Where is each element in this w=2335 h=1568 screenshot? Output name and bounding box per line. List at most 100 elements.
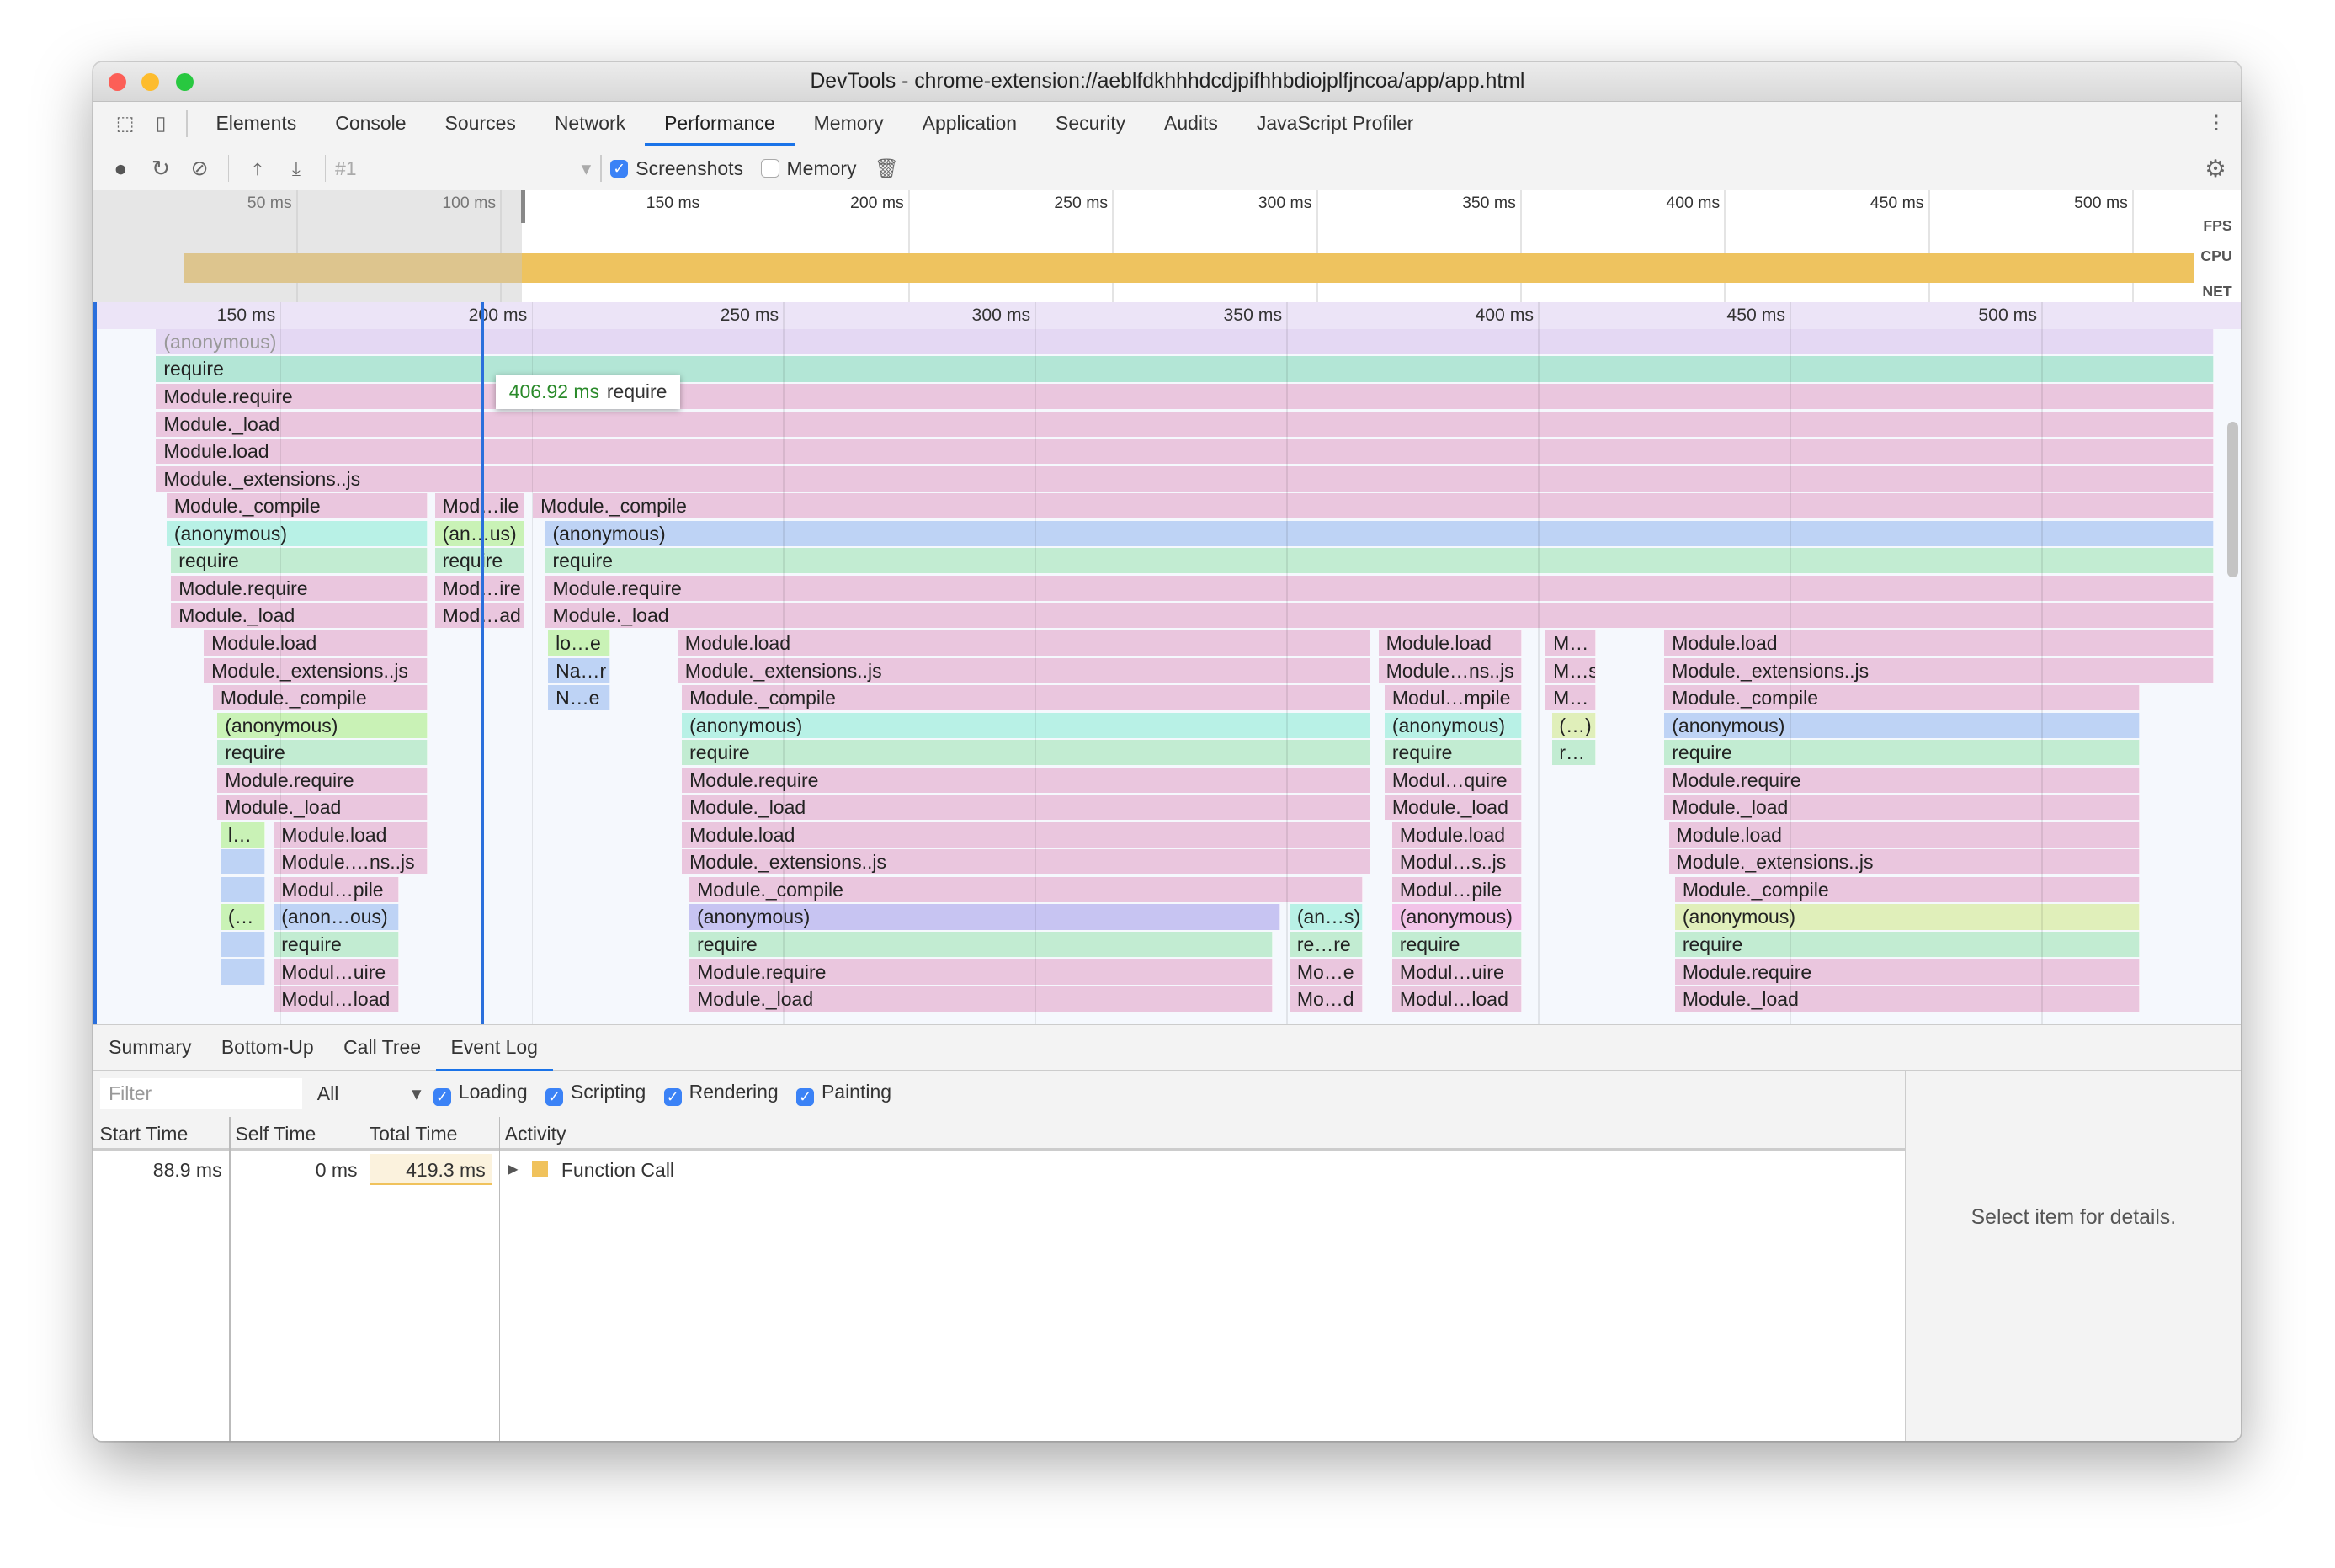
flame-bar-anonymous[interactable]: (anonymous) [1391, 904, 1522, 930]
flame-bar-anonymous[interactable]: (anonymous) [167, 520, 428, 546]
tab-security[interactable]: Security [1056, 112, 1126, 135]
flame-bar-[interactable]: (…) [1551, 712, 1597, 738]
flame-bar-anonymous[interactable]: (anonymous) [1664, 712, 2140, 738]
flame-bar-unlabeled[interactable] [221, 959, 265, 985]
tab-application[interactable]: Application [922, 112, 1018, 135]
flame-bar-module-extensions-js[interactable]: Module._extensions..js [156, 465, 2215, 492]
filter-scripting[interactable]: ✓ Scripting [545, 1081, 646, 1107]
recording-select[interactable]: #1 ▾ [335, 157, 591, 180]
flame-bar-require[interactable]: require [217, 740, 428, 766]
settings-gear-icon[interactable]: ⚙ [2205, 155, 2226, 183]
minimize-window-button[interactable] [141, 72, 160, 91]
timeline-overview[interactable]: 50 ms 100 ms 150 ms 200 ms 250 ms 300 ms 350 m… [93, 190, 2242, 304]
flame-bar-module-compile[interactable]: Module._compile [1664, 685, 2140, 711]
flame-bar-r[interactable]: r… [1551, 740, 1597, 766]
trash-icon[interactable]: 🗑 [874, 157, 899, 179]
flame-bar-modul-load[interactable]: Modul…load [1391, 986, 1522, 1013]
flame-bar-require[interactable]: require [171, 548, 428, 574]
flame-bar-anonymous[interactable]: (anonymous) [1675, 904, 2140, 930]
flame-bar-modul-uire[interactable]: Modul…uire [274, 959, 400, 985]
reload-record-icon[interactable]: ↻ [151, 155, 171, 181]
filter-loading[interactable]: ✓ Loading [433, 1081, 528, 1107]
flame-bar-module-load[interactable]: Module._load [1385, 795, 1522, 821]
flame-bar-n-e[interactable]: N…e [548, 685, 611, 711]
maximize-window-button[interactable] [175, 72, 194, 91]
flame-bar-modul-pile[interactable]: Modul…pile [274, 876, 400, 902]
checkbox[interactable]: ✓ [795, 1087, 815, 1107]
flame-bar-anonymous[interactable]: (anonymous) [545, 520, 2215, 546]
tab-elements[interactable]: Elements [215, 112, 297, 135]
flame-bar-require[interactable]: require [1391, 932, 1522, 958]
flame-bar-module-require[interactable]: Module.require [545, 575, 2215, 601]
save-profile-icon[interactable]: ⤓ [291, 157, 301, 179]
flame-bar-unlabeled[interactable] [221, 876, 265, 902]
flame-bar-modul-mpile[interactable]: Modul…mpile [1385, 685, 1522, 711]
more-menu-icon[interactable]: ⋮ [2206, 110, 2226, 133]
tab-audits[interactable]: Audits [1164, 112, 1218, 135]
filter-input[interactable]: Filter [99, 1077, 303, 1109]
flame-bar-module-compile[interactable]: Module._compile [167, 493, 428, 519]
flame-bar-m-s[interactable]: M…s [1545, 657, 1597, 683]
filter-rendering[interactable]: ✓ Rendering [663, 1081, 779, 1107]
flame-bar-module-extensions-js[interactable]: Module._extensions..js [677, 657, 1370, 683]
memory-checkbox[interactable] [761, 159, 779, 178]
flame-bar-require[interactable]: require [545, 548, 2215, 574]
flame-bar-module-require[interactable]: Module.require [156, 384, 2215, 410]
flame-bar-module-require[interactable]: Module.require [1675, 959, 2140, 985]
flame-bar-module-extensions-js[interactable]: Module._extensions..js [682, 849, 1370, 875]
flame-bar-module-require[interactable]: Module.require [682, 767, 1370, 793]
flame-bar-anonymous[interactable]: (anonymous) [156, 328, 2215, 354]
flame-bar-m[interactable]: M… [1545, 685, 1597, 711]
flame-bar-anonymous[interactable]: (anonymous) [217, 712, 428, 738]
flame-bar-require[interactable]: require [156, 356, 2215, 382]
flame-chart[interactable]: 150 ms 200 ms 250 ms 300 ms 350 ms 400 ms 450 … [93, 302, 2242, 1025]
flame-bar-mod-ile[interactable]: Mod…ile [434, 493, 524, 519]
device-toolbar-icon[interactable]: ▯ [155, 112, 167, 135]
flame-bar-na-r[interactable]: Na…r [548, 657, 611, 683]
flame-bar-module-ns-js[interactable]: Module.…ns..js [274, 849, 428, 875]
tab-call-tree[interactable]: Call Tree [343, 1036, 422, 1059]
flame-bar-module-load[interactable]: Module._load [1675, 986, 2140, 1013]
vertical-scrollbar[interactable] [2227, 421, 2238, 578]
flame-bar-require[interactable]: require [1385, 740, 1522, 766]
flame-bar-module-compile[interactable]: Module._compile [213, 685, 428, 711]
flame-bar-require[interactable]: require [1664, 740, 2140, 766]
flame-bar-anonymous[interactable]: (anonymous) [1385, 712, 1522, 738]
flame-bar-module-require[interactable]: Module.require [689, 959, 1274, 985]
checkbox[interactable]: ✓ [663, 1087, 682, 1107]
flame-bar-l[interactable]: l… [221, 821, 265, 848]
flame-bar-module-load[interactable]: Module._load [171, 603, 428, 629]
column-header-activity[interactable]: Activity [498, 1116, 1905, 1151]
filter-select[interactable]: All ▾ [317, 1082, 422, 1105]
flame-bar-module-require[interactable]: Module.require [171, 575, 428, 601]
flame-bar-an-us[interactable]: (an…us) [434, 520, 524, 546]
flame-bar-mo-d[interactable]: Mo…d [1289, 986, 1363, 1013]
flame-bar-mod-ad[interactable]: Mod…ad [434, 603, 524, 629]
expand-arrow-icon[interactable]: ▶ [508, 1161, 519, 1177]
flame-bar-module-load[interactable]: Module.load [274, 821, 428, 848]
table-row[interactable]: 88.9 ms 0 ms 419.3 ms ▶ Function Call [93, 1153, 1904, 1187]
column-header-start-time[interactable]: Start Time [93, 1116, 230, 1151]
tab-network[interactable]: Network [554, 112, 626, 135]
inspect-element-icon[interactable]: ⬚ [115, 112, 135, 135]
flame-bar-module-load[interactable]: Module._load [156, 411, 2215, 437]
tab-bottom-up[interactable]: Bottom-Up [221, 1036, 314, 1059]
flame-bar-require[interactable]: require [274, 932, 400, 958]
flame-bar-module-load[interactable]: Module.load [1391, 821, 1522, 848]
flame-bar-m[interactable]: M… [1545, 630, 1597, 656]
tab-performance[interactable]: Performance [645, 102, 795, 146]
flame-bar-module-load[interactable]: Module.load [1668, 821, 2140, 848]
tab-summary[interactable]: Summary [109, 1036, 192, 1059]
flame-bar-unlabeled[interactable] [221, 849, 265, 875]
tab-console[interactable]: Console [335, 112, 407, 135]
flame-bar-require[interactable]: require [682, 740, 1370, 766]
flame-bar-modul-uire[interactable]: Modul…uire [1391, 959, 1522, 985]
flame-bar-module-extensions-js[interactable]: Module._extensions..js [204, 657, 428, 683]
clear-icon[interactable]: ⊘ [190, 157, 209, 181]
flame-bar-modul-quire[interactable]: Modul…quire [1385, 767, 1522, 793]
record-icon[interactable]: ● [114, 155, 128, 181]
flame-bar-anon-ous[interactable]: (anon…ous) [274, 904, 400, 930]
flame-bar-module-load[interactable]: Module._load [682, 795, 1370, 821]
flame-bar-module-compile[interactable]: Module._compile [1675, 876, 2140, 902]
screenshots-checkbox[interactable]: ✓ [610, 159, 629, 178]
